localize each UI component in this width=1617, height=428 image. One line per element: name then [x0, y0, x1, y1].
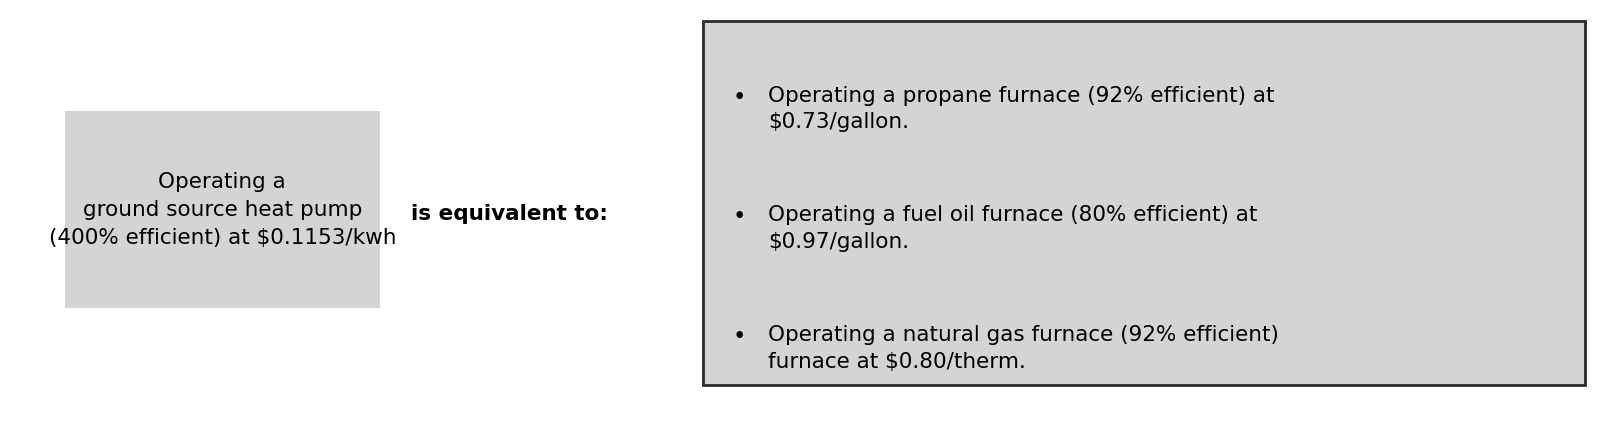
- Text: Operating a
ground source heat pump
(400% efficient) at $0.1153/kwh: Operating a ground source heat pump (400…: [49, 172, 396, 248]
- Text: Operating a natural gas furnace (92% efficient)
furnace at $0.80/therm.: Operating a natural gas furnace (92% eff…: [768, 325, 1279, 372]
- Text: Operating a propane furnace (92% efficient) at
$0.73/gallon.: Operating a propane furnace (92% efficie…: [768, 86, 1274, 132]
- FancyBboxPatch shape: [703, 21, 1585, 385]
- FancyBboxPatch shape: [65, 111, 380, 308]
- Text: •: •: [733, 325, 745, 348]
- Text: is equivalent to:: is equivalent to:: [411, 204, 608, 224]
- Text: •: •: [733, 205, 745, 229]
- Text: •: •: [733, 86, 745, 109]
- Text: Operating a fuel oil furnace (80% efficient) at
$0.97/gallon.: Operating a fuel oil furnace (80% effici…: [768, 205, 1258, 252]
